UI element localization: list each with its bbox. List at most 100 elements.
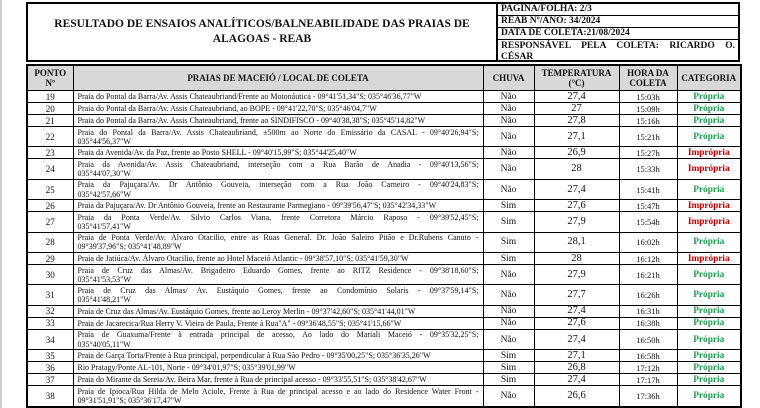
info-reab-ano: REAB Nº/ANO: 34/2024 bbox=[498, 16, 738, 28]
ponto-cell: 19 bbox=[26, 90, 74, 103]
chuva-cell: Sim bbox=[482, 231, 535, 254]
temperatura-cell: 27 bbox=[533, 102, 620, 115]
local-cell: Praia do Pontal da Barra/Av. Assis Chate… bbox=[72, 102, 484, 115]
chuva-cell: Sim bbox=[482, 349, 535, 363]
table-row: 31 Praia de Cruz das Almas/ Av. Eustáqui… bbox=[26, 284, 742, 306]
ponto-cell: 28 bbox=[26, 231, 74, 254]
table-row: 38 Praia de Ipioca/Rua Hilda de Melo Aci… bbox=[26, 385, 742, 408]
temperatura-cell: 28 bbox=[533, 252, 620, 266]
local-cell: Praia de Cruz das Almas/Av. Brigadeiro E… bbox=[72, 264, 484, 286]
report-title: RESULTADO DE ENSAIOS ANALÍTICOS/BALNEABI… bbox=[54, 18, 470, 45]
temperatura-cell: 27,4 bbox=[533, 178, 620, 201]
results-table-header-row: PONTO Nº PRAIAS DE MACEIÓ / LOCAL DE COL… bbox=[26, 64, 742, 91]
table-row: 29 Praia de Jatiúca/Av. Álvaro Otacilio,… bbox=[26, 252, 742, 266]
hora-cell: 15:16h bbox=[618, 114, 678, 127]
results-table: PONTO Nº PRAIAS DE MACEIÓ / LOCAL DE COL… bbox=[26, 64, 742, 408]
chuva-cell: Não bbox=[482, 304, 535, 318]
local-cell: Praia do Pontal da Barra/Av. Assis Chate… bbox=[72, 125, 484, 148]
categoria-cell: Própria bbox=[676, 373, 742, 387]
chuva-cell: Não bbox=[482, 264, 535, 286]
local-cell: Praia do Pontal da Barra/Av. Assis Chate… bbox=[72, 114, 484, 127]
hora-cell: 15:33h bbox=[618, 158, 678, 180]
hora-cell: 16:12h bbox=[618, 252, 678, 266]
ponto-cell: 33 bbox=[26, 316, 74, 330]
temperatura-cell: 27,4 bbox=[533, 90, 620, 103]
local-cell: Praia de Ipioca/Rua Hilda de Melo Aciole… bbox=[72, 385, 484, 408]
hora-cell: 17:12h bbox=[618, 361, 678, 375]
table-row: 20 Praia do Pontal da Barra/Av. Assis Ch… bbox=[26, 102, 742, 115]
column-header-hora: HORA DA COLETA bbox=[618, 64, 678, 91]
categoria-cell: Própria bbox=[676, 361, 742, 375]
ponto-cell: 24 bbox=[26, 158, 74, 180]
hora-cell: 15:54h bbox=[618, 211, 678, 233]
temperatura-cell: 26,6 bbox=[533, 385, 620, 408]
categoria-cell: Própria bbox=[676, 102, 742, 115]
column-header-local: PRAIAS DE MACEIÓ / LOCAL DE COLETA bbox=[72, 64, 484, 91]
hora-cell: 15:47h bbox=[618, 199, 678, 213]
ponto-cell: 20 bbox=[26, 102, 74, 115]
table-row: 19 Praia do Pontal da Barra/Av. Assis Ch… bbox=[26, 90, 742, 103]
hora-cell: 15:27h bbox=[618, 146, 678, 160]
local-cell: Praia da Avenida/Av. da Paz, frente ao P… bbox=[72, 146, 484, 160]
local-cell: Praia do Mirante da Sereia/Av. Beira Mar… bbox=[72, 373, 484, 387]
temperatura-cell: 27,7 bbox=[533, 284, 620, 306]
hora-cell: 16:26h bbox=[618, 284, 678, 306]
temperatura-cell: 27,1 bbox=[533, 349, 620, 363]
results-table-body: 19 Praia do Pontal da Barra/Av. Assis Ch… bbox=[26, 90, 742, 408]
info-pagina-folha: PAGINA/FOLHA: 2/3 bbox=[498, 4, 738, 16]
report-title-box: RESULTADO DE ENSAIOS ANALÍTICOS/BALNEABI… bbox=[26, 2, 497, 62]
table-row: 23 Praia da Avenida/Av. da Paz, frente a… bbox=[26, 146, 742, 160]
ponto-cell: 38 bbox=[26, 385, 74, 408]
local-cell: Praia da Pajuçara/Av. Dr Antônio Gouveia… bbox=[72, 199, 484, 213]
categoria-cell: Própria bbox=[676, 316, 742, 330]
chuva-cell: Não bbox=[482, 284, 535, 306]
column-header-ponto: PONTO Nº bbox=[26, 64, 74, 91]
temperatura-cell: 27,6 bbox=[533, 316, 620, 330]
categoria-cell: Própria bbox=[676, 385, 742, 408]
categoria-cell: Própria bbox=[676, 264, 742, 286]
hora-cell: 16:50h bbox=[618, 328, 678, 351]
chuva-cell: Não bbox=[482, 328, 535, 351]
chuva-cell: Sim bbox=[482, 199, 535, 213]
table-row: 35 Praia de Garça Torta/Frente à Rua pri… bbox=[26, 349, 742, 363]
hora-cell: 16:38h bbox=[618, 316, 678, 330]
chuva-cell: Não bbox=[482, 385, 535, 408]
temperatura-cell: 28 bbox=[533, 158, 620, 180]
ponto-cell: 26 bbox=[26, 199, 74, 213]
local-cell: Praia de Guaxuma/Frente à entrada princi… bbox=[72, 328, 484, 351]
categoria-cell: Própria bbox=[676, 328, 742, 351]
table-row: 36 Rio Pratagy/Ponte AL-101, Norte - 09°… bbox=[26, 361, 742, 375]
table-row: 32 Praia de Cruz das Almas/Av. Eustáquio… bbox=[26, 304, 742, 318]
categoria-cell: Imprópria bbox=[676, 199, 742, 213]
chuva-cell: Sim bbox=[482, 373, 535, 387]
table-row: 24 Praia da Avenida/Av. Assis Chateaubri… bbox=[26, 158, 742, 180]
table-row: 22 Praia do Pontal da Barra/Av. Assis Ch… bbox=[26, 125, 742, 148]
ponto-cell: 25 bbox=[26, 178, 74, 201]
chuva-cell: Não bbox=[482, 102, 535, 115]
hora-cell: 17:17h bbox=[618, 373, 678, 387]
local-cell: Praia da Avenida/Av. Assis Chateaubriand… bbox=[72, 158, 484, 180]
categoria-cell: Imprópria bbox=[676, 158, 742, 180]
chuva-cell: Sim bbox=[482, 211, 535, 233]
categoria-cell: Própria bbox=[676, 304, 742, 318]
table-row: 34 Praia de Guaxuma/Frente à entrada pri… bbox=[26, 328, 742, 351]
local-cell: Praia da Ponta Verde/Av. Silvio Carlos V… bbox=[72, 211, 484, 233]
hora-cell: 16:58h bbox=[618, 349, 678, 363]
chuva-cell: Sim bbox=[482, 252, 535, 266]
temperatura-cell: 27,4 bbox=[533, 304, 620, 318]
hora-cell: 15:03h bbox=[618, 90, 678, 103]
info-responsavel: RESPONSÁVEL PELA COLETA: RICARDO O. CÉSA… bbox=[501, 41, 735, 60]
chuva-cell: Não bbox=[482, 114, 535, 127]
categoria-cell: Própria bbox=[676, 90, 742, 103]
chuva-cell: Não bbox=[482, 125, 535, 148]
chuva-cell: Não bbox=[482, 316, 535, 330]
hora-cell: 15:41h bbox=[618, 178, 678, 201]
categoria-cell: Imprópria bbox=[676, 211, 742, 233]
table-row: 30 Praia de Cruz das Almas/Av. Brigadeir… bbox=[26, 264, 742, 286]
column-header-temperatura: TEMPERATURA (°C) bbox=[533, 64, 620, 91]
chuva-cell: Não bbox=[482, 146, 535, 160]
ponto-cell: 32 bbox=[26, 304, 74, 318]
hora-cell: 16:21h bbox=[618, 264, 678, 286]
chuva-cell: Não bbox=[482, 90, 535, 103]
local-cell: Praia de Cruz das Almas/ Av. Eustáquio G… bbox=[72, 284, 484, 306]
